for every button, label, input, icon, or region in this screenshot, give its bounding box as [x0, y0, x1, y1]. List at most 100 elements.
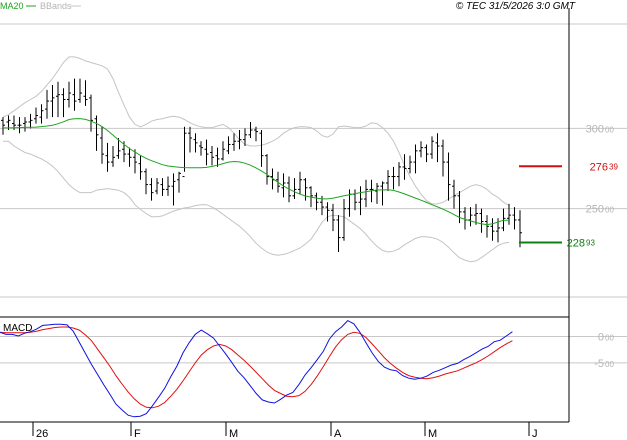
macd-signal-line: [0, 326, 513, 409]
price-bar: [50, 85, 55, 118]
price-bar: [67, 81, 71, 108]
macd-tick-label: -5: [594, 358, 604, 370]
price-bar: [188, 126, 192, 153]
price-bar: [193, 133, 198, 153]
price-bar: [446, 152, 451, 201]
support-label-decimals: 93: [586, 239, 595, 248]
resistance-label: 276: [590, 161, 608, 173]
price-bar: [78, 78, 82, 103]
price-bar: [507, 203, 511, 225]
price-bar: [221, 141, 225, 161]
price-bar: [171, 173, 176, 206]
price-bar: [325, 202, 330, 222]
support-label: 228: [567, 238, 585, 250]
macd-tick-label: 0: [598, 331, 604, 343]
price-bar: [155, 178, 159, 195]
macd-tick-label-decimals: 00: [605, 333, 614, 342]
x-tick-label: 26: [36, 428, 48, 440]
price-bar: [23, 117, 27, 132]
price-bar: [518, 210, 522, 248]
price-bar: [298, 171, 302, 195]
price-bar: [182, 126, 187, 178]
price-bar: [424, 144, 429, 163]
price-bar: [177, 171, 181, 193]
price-bar: [281, 173, 286, 198]
price-bar: [39, 104, 44, 124]
price-bar: [474, 203, 478, 225]
chart-header: MA20 BBands © TEC 31/5/2026 3:0 GMT: [0, 1, 576, 12]
price-bar: [485, 215, 489, 238]
price-bar: [397, 162, 401, 187]
macd-line: [0, 319, 513, 418]
price-bar: [34, 107, 38, 124]
price-bar: [342, 199, 346, 241]
price-bar: [419, 141, 423, 158]
legend-ma20: MA20: [0, 1, 24, 11]
price-bar: [72, 78, 77, 111]
x-tick-label: M: [229, 428, 238, 440]
price-bar: [56, 81, 60, 118]
price-bar: [402, 154, 407, 180]
price-bar: [127, 147, 132, 167]
price-bar: [243, 128, 247, 147]
bollinger-lower-band: [3, 140, 510, 263]
price-bar: [314, 192, 319, 211]
price-bar: [138, 155, 143, 180]
price-bar: [144, 168, 148, 195]
price-bar: [292, 178, 297, 200]
price-bar: [111, 146, 115, 167]
price-bar: [380, 181, 385, 206]
price-bar: [215, 147, 220, 167]
x-tick-label: M: [428, 428, 437, 440]
price-bar: [386, 170, 390, 192]
price-bar: [430, 136, 434, 159]
legend-bbands: BBands: [40, 1, 72, 11]
price-bar: [133, 149, 137, 174]
price-bar: [89, 94, 93, 132]
price-bar: [160, 178, 165, 196]
price-bar: [259, 129, 264, 167]
price-bar: [210, 146, 214, 166]
bollinger-upper-band: [2, 56, 510, 206]
y-tick-label: 300: [586, 123, 604, 135]
price-bar: [105, 142, 110, 172]
price-bar: [83, 80, 88, 106]
price-bar: [452, 179, 456, 209]
macd-tick-label-decimals: 00: [605, 360, 614, 369]
y-tick-label: 250: [586, 204, 604, 216]
price-bar: [254, 126, 258, 142]
price-bar: [226, 136, 231, 155]
price-bar: [248, 121, 253, 139]
price-bar: [490, 218, 495, 241]
price-bar: [364, 179, 368, 208]
price-bar: [265, 154, 269, 185]
y-tick-label-decimals: 00: [605, 206, 614, 215]
price-bar: [435, 133, 440, 163]
price-bar: [441, 139, 445, 177]
price-bar: [199, 141, 203, 156]
x-tick-label: J: [532, 428, 538, 440]
x-tick-label: A: [334, 428, 342, 440]
price-bar: [61, 88, 66, 118]
price-bar: [479, 208, 484, 233]
x-tick-label: F: [134, 428, 141, 440]
price-bar: [1, 117, 5, 135]
macd-panel-title: MACD: [3, 323, 32, 334]
price-bar: [468, 207, 473, 227]
price-bar: [408, 155, 412, 174]
price-bar: [166, 176, 170, 196]
price-bar: [204, 139, 209, 166]
price-bar: [94, 115, 99, 151]
price-bar: [149, 178, 154, 201]
price-bar: [28, 113, 33, 129]
price-bar: [100, 126, 104, 164]
price-bar: [336, 215, 341, 253]
price-bar: [237, 129, 242, 150]
price-bar: [17, 117, 22, 134]
price-bar: [413, 144, 418, 174]
ma20-line: [3, 118, 510, 226]
price-bar: [391, 166, 396, 190]
price-bar: [358, 186, 363, 216]
